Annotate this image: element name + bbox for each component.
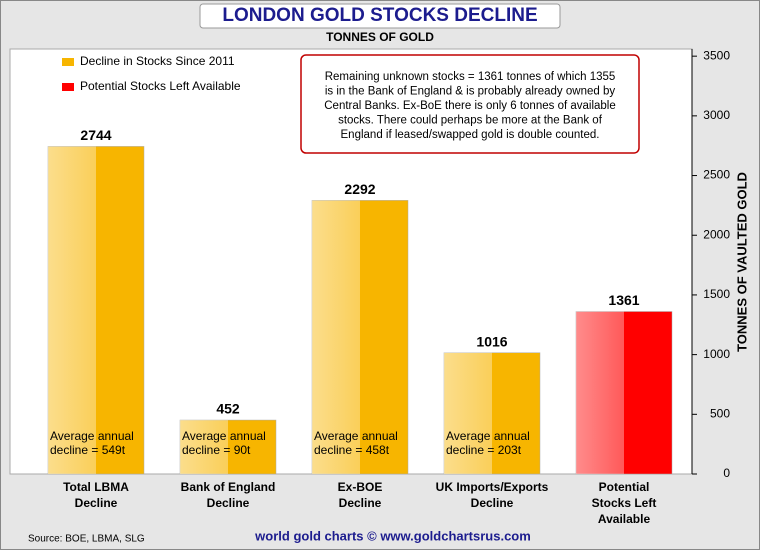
bar-shine	[180, 420, 228, 474]
x-tick-label: Decline	[207, 496, 250, 510]
annotation-box	[300, 54, 640, 154]
x-tick-label: Decline	[75, 496, 118, 510]
y-tick-label: 0	[723, 466, 730, 480]
legend-swatch	[62, 58, 74, 66]
x-tick-label: Potential	[599, 480, 650, 494]
bar-note: decline = 549t	[50, 443, 126, 457]
bar-note: Average annual	[446, 429, 530, 443]
annotation-line: is in the Bank of England & is probably …	[325, 86, 615, 98]
bar-note: Average annual	[50, 429, 134, 443]
bar-note: Average annual	[182, 429, 266, 443]
annotation-line: Central Banks. Ex-BoE there is only 6 to…	[324, 100, 616, 112]
y-tick-label: 1500	[703, 287, 730, 301]
legend-label: Decline in Stocks Since 2011	[80, 54, 235, 68]
y-tick-label: 3000	[703, 108, 730, 122]
x-tick-label: UK Imports/Exports	[436, 480, 549, 494]
legend-label: Potential Stocks Left Available	[80, 79, 241, 93]
bar-note: Average annual	[314, 429, 398, 443]
bar-shine	[48, 146, 96, 475]
x-tick-label: Total LBMA	[63, 480, 129, 494]
title-box	[199, 3, 561, 29]
data-label: 2744	[80, 127, 111, 143]
x-tick-label: Stocks Left	[592, 496, 657, 510]
x-tick-label: Bank of England	[181, 480, 276, 494]
legend-swatch	[62, 83, 74, 91]
x-tick-label: Decline	[471, 496, 514, 510]
bar-note: decline = 458t	[314, 443, 390, 457]
bar-note: decline = 90t	[182, 443, 251, 457]
y-tick-label: 2000	[703, 227, 730, 241]
y-tick-label: 1000	[703, 347, 730, 361]
x-tick-label: Decline	[339, 496, 382, 510]
annotation-line: England if leased/swapped gold is double…	[341, 129, 600, 141]
bar-shine	[444, 352, 492, 474]
data-label: 2292	[344, 181, 375, 197]
chart-subtitle: TONNES OF GOLD	[326, 30, 434, 44]
data-label: 1016	[476, 333, 507, 349]
y-tick-label: 2500	[703, 168, 730, 182]
bar-shine	[312, 200, 360, 474]
bar-note: decline = 203t	[446, 443, 522, 457]
y-tick-label: 3500	[703, 48, 730, 62]
footer: world gold charts © www.goldchartsrus.co…	[254, 528, 531, 543]
x-tick-label: Ex-BOE	[338, 480, 383, 494]
y-tick-label: 500	[710, 406, 730, 420]
x-tick-label: Available	[598, 512, 651, 526]
data-label: 1361	[608, 292, 639, 308]
annotation-line: Remaining unknown stocks = 1361 tonnes o…	[325, 71, 616, 83]
annotation-line: stocks. There could perhaps be more at t…	[338, 115, 603, 127]
source: Source: BOE, LBMA, SLG	[28, 534, 145, 545]
data-label: 452	[216, 401, 240, 417]
chart-title: LONDON GOLD STOCKS DECLINE	[222, 5, 537, 26]
bar-shine	[576, 311, 624, 474]
y-axis-label: TONNES OF VAULTED GOLD	[734, 172, 749, 352]
